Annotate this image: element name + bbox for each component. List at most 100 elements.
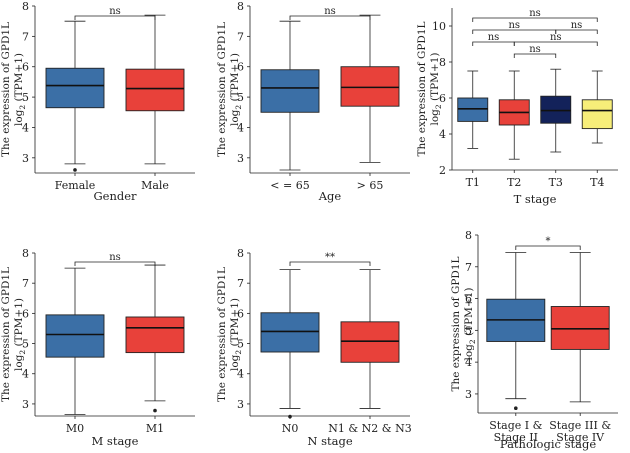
box-1 (45, 20, 105, 172)
y-axis-label: The expression of GPD1Llog2 (TPM+1) (450, 256, 477, 391)
significance-label: ns (529, 44, 541, 55)
y-axis-label-unit: (TPM+1) (229, 53, 241, 105)
y-axis-label-unit: (TPM+1) (463, 287, 475, 339)
y-tick-label: 3 (22, 398, 29, 411)
box-body (260, 69, 320, 113)
box-4 (581, 70, 613, 144)
y-axis-label-line1: The expression of GPD1L (216, 267, 228, 402)
significance-bracket (515, 245, 581, 250)
panel-1: 3 4 5 6 7 8 The expression of GPD1Llog2 (TPM+1… (0, 0, 195, 203)
y-tick-label: 3 (22, 152, 29, 165)
y-tick-label: 7 (465, 261, 472, 274)
y-tick-label: 6 (237, 307, 244, 320)
y-tick-label: 5 (22, 91, 29, 104)
y-tick-label: 7 (22, 277, 29, 290)
significance-label: ns (508, 20, 520, 31)
y-tick-label: 6 (22, 307, 29, 320)
y-tick-label: 5 (237, 338, 244, 351)
significance-bracket (289, 15, 371, 20)
significance-label: ns (529, 8, 541, 19)
significance-label: ns (324, 6, 336, 17)
y-tick-label: 6 (465, 293, 472, 306)
x-tick-label: T3 (549, 176, 563, 189)
x-tick-label: T1 (466, 176, 480, 189)
box-body (457, 97, 489, 122)
box-body (45, 67, 105, 109)
x-axis-title: N stage (307, 434, 352, 448)
x-tick-label: N0 (282, 422, 299, 435)
y-axis-label: The expression of GPD1Llog2 (TPM+1) (0, 267, 27, 402)
y-axis-label-line1: The expression of GPD1L (450, 256, 462, 391)
box-body (340, 66, 400, 107)
y-tick-label: 7 (237, 30, 244, 43)
y-axis-label: The expression of GPD1Llog2 (TPM+1) (0, 22, 27, 157)
box-2 (340, 269, 400, 409)
y-axis-label-subscript: 2 (434, 104, 443, 109)
x-tick-label: M0 (66, 422, 84, 435)
significance-label: ** (325, 252, 335, 263)
x-tick-label: T4 (590, 176, 604, 189)
x-axis-title: M stage (92, 434, 139, 448)
y-axis-label-subscript: 2 (468, 339, 477, 344)
outlier-point (514, 406, 518, 411)
y-tick-label: 5 (22, 338, 29, 351)
box-body (340, 321, 400, 363)
box-2 (125, 264, 185, 413)
significance-bracket (289, 261, 371, 266)
y-axis-label-line1: The expression of GPD1L (216, 22, 228, 157)
y-tick-label: 4 (439, 128, 446, 141)
y-tick-label: 3 (237, 398, 244, 411)
outlier-point (153, 408, 157, 413)
significance-label: ns (488, 32, 500, 43)
box-body (581, 99, 613, 130)
significance-label: ns (571, 20, 583, 31)
box-body (260, 312, 320, 353)
x-axis-title: Gender (93, 189, 137, 203)
y-tick-label: 6 (237, 61, 244, 74)
y-tick-label: 8 (237, 0, 244, 13)
y-axis-label-subscript: 2 (18, 350, 27, 355)
x-tick-label: Stage III & (549, 419, 611, 432)
box-1 (45, 267, 105, 415)
panel-6: 3 4 5 6 7 8 The expression of GPD1Llog2 (TPM+1… (450, 229, 618, 451)
y-tick-label: 5 (465, 324, 472, 337)
y-tick-label: 4 (465, 356, 472, 369)
significance-bracket (74, 15, 156, 20)
y-axis-label-subscript: 2 (234, 350, 243, 355)
x-tick-label: N1 & N2 & N3 (328, 422, 411, 435)
y-tick-label: 3 (465, 388, 472, 401)
box-body (540, 95, 572, 124)
box-1 (457, 70, 489, 149)
x-tick-label: Stage I & (489, 419, 542, 432)
x-tick-label: M1 (146, 422, 164, 435)
box-2 (498, 70, 530, 160)
y-axis-label-line2: log (229, 354, 241, 371)
box-2 (340, 14, 400, 163)
y-axis-label-line2: log (429, 109, 441, 126)
y-tick-label: 7 (237, 277, 244, 290)
panel-2: 3 4 5 6 7 8 The expression of GPD1Llog2 (TPM+1… (216, 0, 410, 203)
y-tick-label: 2 (439, 164, 446, 177)
box-2 (125, 14, 185, 165)
significance-label: ns (109, 6, 121, 17)
y-tick-label: 4 (237, 121, 244, 134)
box-2 (550, 252, 610, 403)
y-axis-label-subscript: 2 (234, 105, 243, 110)
box-body (125, 68, 185, 112)
significance-bracket (74, 261, 156, 266)
significance-label: ns (550, 32, 562, 43)
y-tick-label: 4 (22, 121, 29, 134)
x-tick-label: Stage II (494, 431, 538, 444)
box-1 (486, 252, 546, 411)
box-1 (260, 269, 320, 419)
x-tick-label: Stage IV (556, 431, 605, 444)
box-1 (260, 20, 320, 171)
y-tick-label: 8 (237, 247, 244, 260)
x-tick-label: T2 (507, 176, 521, 189)
x-tick-label: > 65 (357, 179, 384, 192)
y-tick-label: 3 (237, 152, 244, 165)
y-axis-label-unit: (TPM+1) (429, 52, 441, 104)
y-tick-label: 4 (237, 368, 244, 381)
y-axis-label-line1: The expression of GPD1L (0, 267, 12, 402)
